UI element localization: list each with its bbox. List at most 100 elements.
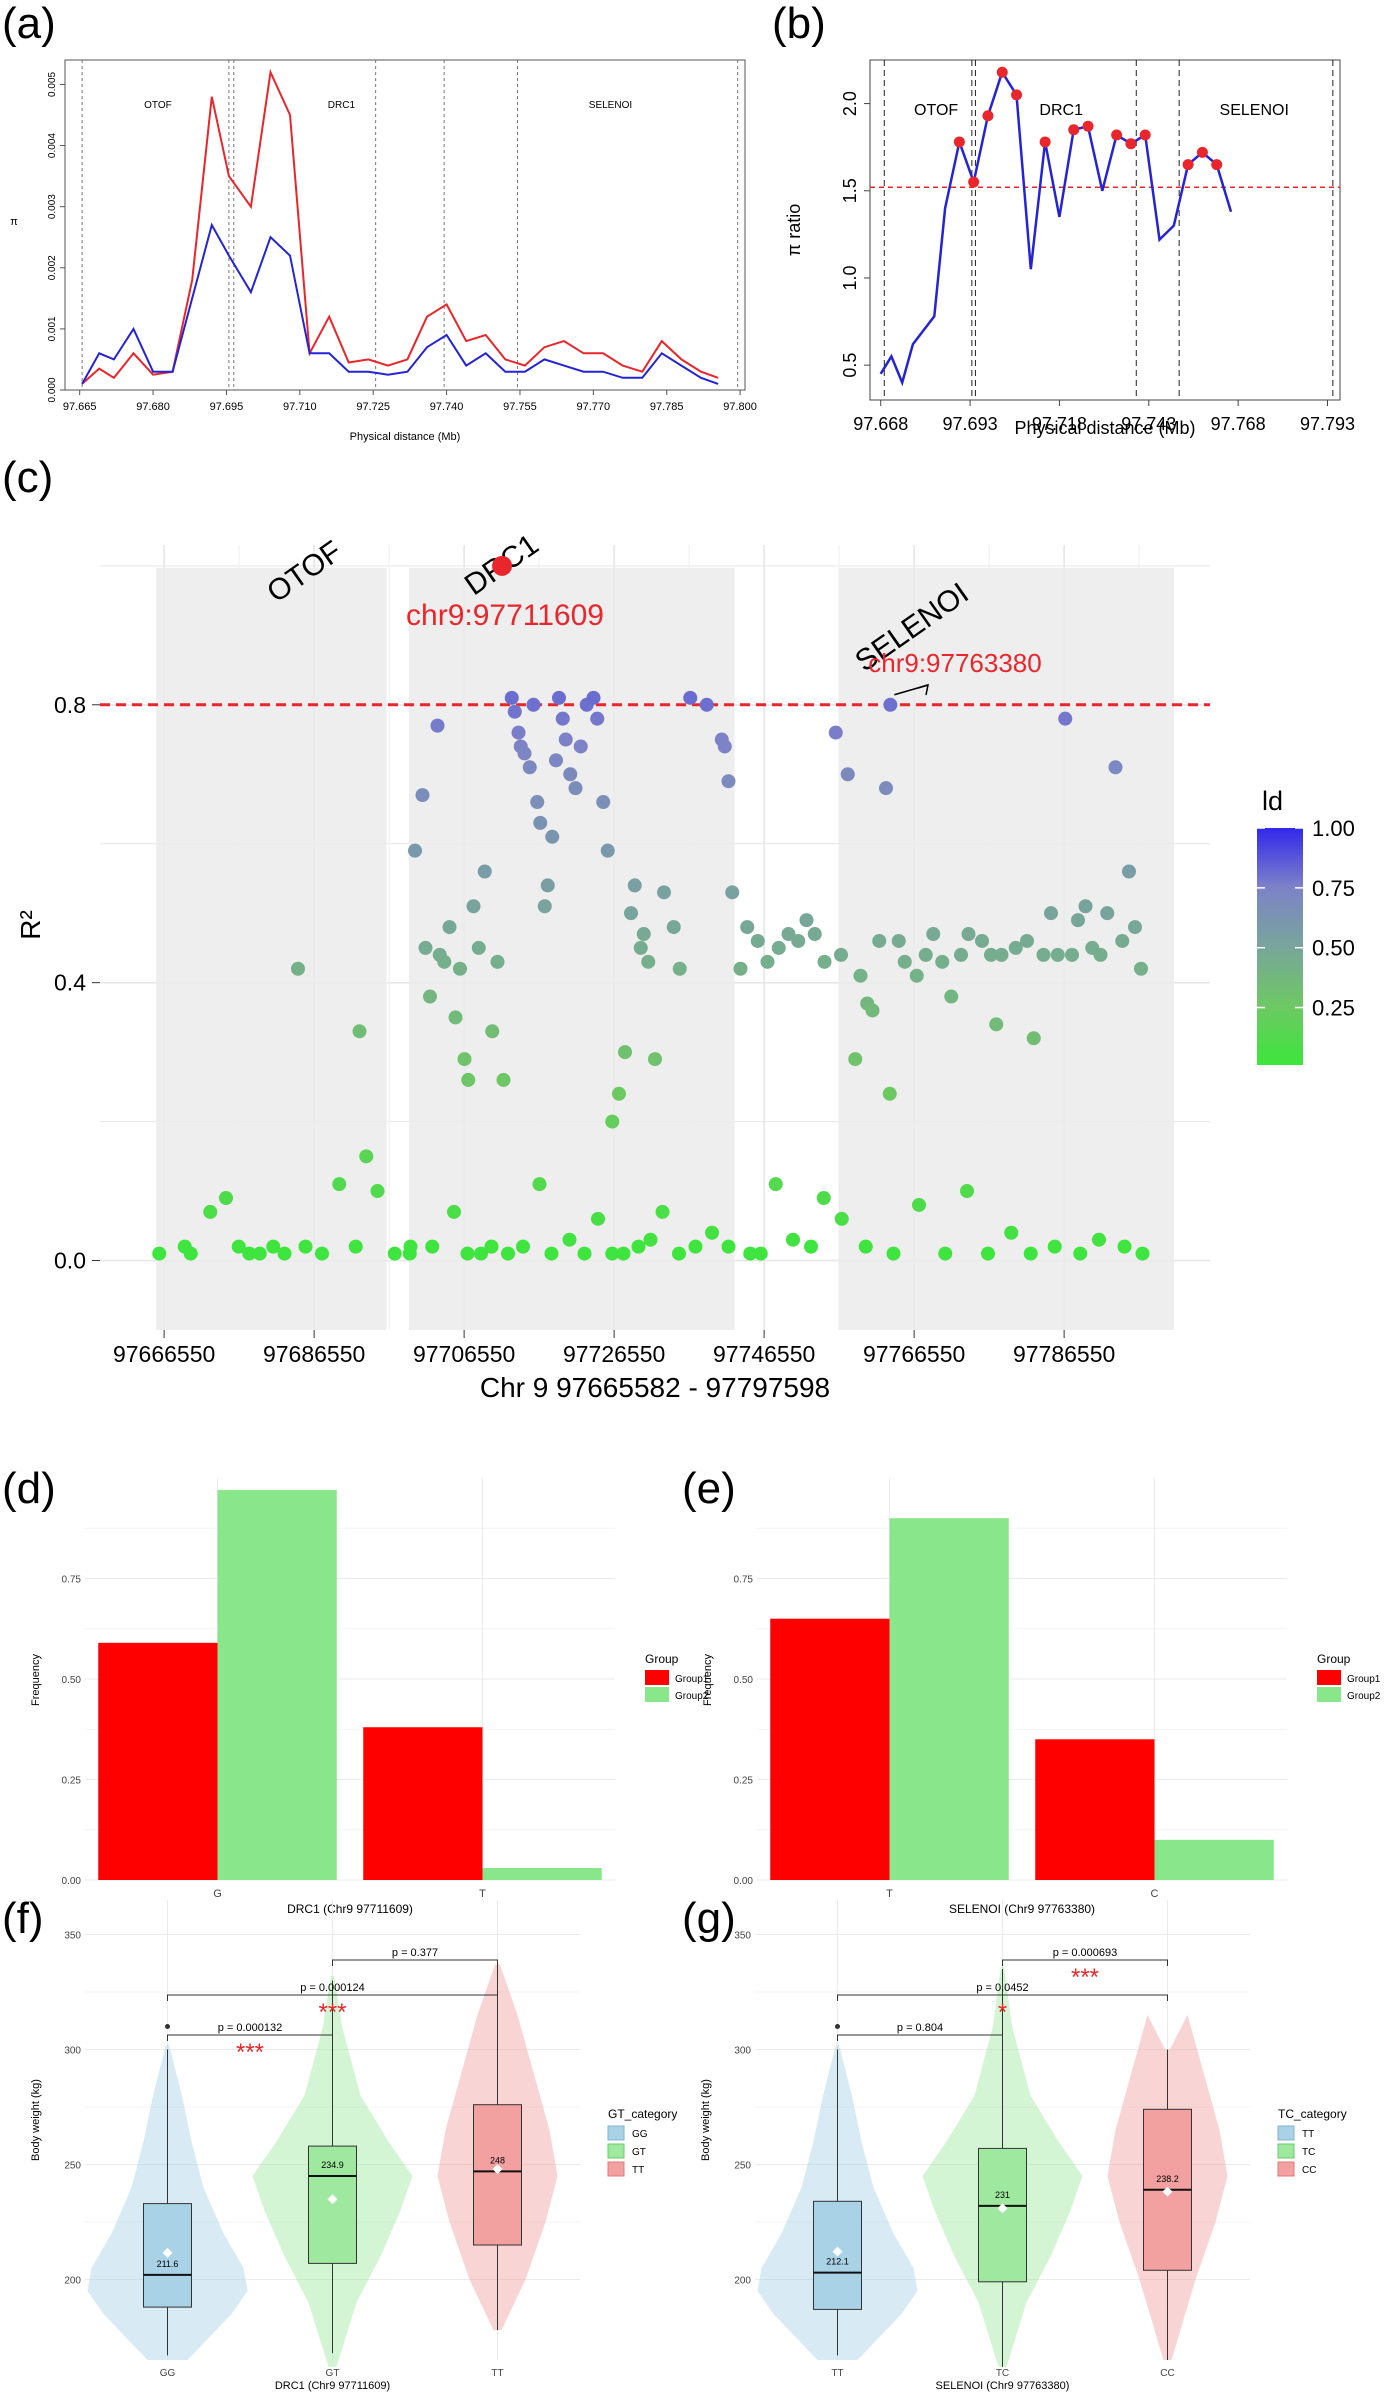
y-tick-label: 0.75: [734, 1575, 754, 1586]
snp-point: [897, 954, 912, 969]
legend-tick-label: 0.50: [1312, 936, 1355, 961]
bar-Group1: [363, 1727, 483, 1880]
snp-point: [771, 940, 786, 955]
snp-point: [605, 1114, 620, 1129]
bar-Group2: [889, 1518, 1009, 1880]
legend-swatch: [607, 2143, 625, 2159]
significance-stars: *: [998, 1999, 1007, 2026]
snp-point: [552, 690, 566, 705]
x-axis-label: DRC1 (Chr9 97711609): [275, 2380, 390, 2392]
above-threshold-point: [996, 66, 1008, 78]
x-tick-label: GT: [326, 2368, 340, 2379]
above-threshold-point: [968, 176, 980, 188]
snp-point: [544, 1246, 559, 1261]
snp-point: [688, 1239, 703, 1254]
box-GT: [308, 2145, 357, 2264]
mean-label: 238.2: [1156, 2174, 1179, 2184]
snp-point: [1122, 864, 1136, 879]
x-tick-label: G: [213, 1888, 222, 1900]
x-tick-label: 97.680: [136, 401, 170, 413]
snp-point: [442, 920, 457, 935]
x-tick-label: 97.695: [210, 401, 244, 413]
snp-point: [994, 947, 1009, 962]
snp-point: [981, 1246, 995, 1261]
legend-tick-label: 0.25: [1312, 996, 1355, 1021]
x-tick-label: T: [886, 1888, 893, 1900]
x-tick-label: 97.718: [1032, 414, 1087, 434]
snp-point: [586, 690, 601, 705]
snp-point: [402, 1246, 417, 1261]
snp-point: [183, 1246, 198, 1261]
series-line-red: [81, 68, 719, 385]
x-axis-label: SELENOI (Chr9 97763380): [936, 2380, 1070, 2392]
snp-point: [1093, 947, 1108, 962]
snp-point: [872, 933, 887, 948]
panel-f: 211.6 GG 234.9 GT 248 TT 200 250 300 350 DRC1 (Chr…: [30, 1900, 677, 2392]
snp-point: [705, 1225, 719, 1240]
comparison-bracket: [332, 1959, 498, 1966]
legend-swatch: [1277, 2161, 1295, 2177]
snp-point: [1135, 1246, 1150, 1261]
y-tick-label: 0.5: [840, 353, 860, 378]
snp-point: [568, 781, 583, 796]
lead-snp-point: [492, 555, 513, 576]
box-TC: [978, 2147, 1027, 2283]
x-tick-label: 97686550: [263, 1341, 365, 1367]
snp-point: [938, 1246, 953, 1261]
above-threshold-point: [1182, 159, 1194, 171]
p-value-label: p = 0.377: [392, 1947, 438, 1959]
y-tick-label: 0.00: [62, 1876, 82, 1887]
panel-e: T C 0.00 0.25 0.50 0.75 SELENOI (Chr9 97763380…: [702, 1478, 1381, 1916]
snp-point: [960, 1184, 974, 1199]
snp-point: [816, 1191, 831, 1206]
mean-marker: [327, 2194, 338, 2205]
x-tick-label: 97726550: [563, 1341, 665, 1367]
snp-point: [760, 954, 775, 969]
y-tick-label: 0.004: [47, 133, 58, 158]
snp-point: [562, 1232, 577, 1247]
mean-marker: [492, 2164, 503, 2175]
box-TT: [473, 2104, 522, 2246]
bar-Group2: [482, 1867, 602, 1880]
snp-point: [817, 954, 832, 969]
snp-point: [474, 1246, 488, 1261]
y-tick-label: 0.50: [62, 1675, 82, 1686]
snp-point: [545, 829, 560, 844]
snp-point: [743, 1246, 758, 1261]
legend-swatch: [1277, 2125, 1295, 2141]
legend-title: GT_category: [608, 2107, 677, 2121]
x-tick-label: 97.768: [1211, 414, 1266, 434]
y-tick-label: 0.25: [734, 1776, 754, 1787]
snp-point: [624, 906, 638, 921]
snp-point: [605, 1246, 620, 1261]
bar-Group1: [98, 1642, 218, 1880]
x-tick-label: 97.800: [723, 401, 757, 413]
y-tick-label: 350: [64, 1931, 81, 1942]
legend-title: TC_category: [1278, 2107, 1347, 2121]
snp-point: [1023, 1246, 1038, 1261]
x-tick-label: 97.665: [63, 401, 97, 413]
snp-point: [1108, 760, 1123, 775]
legend-label: TT: [632, 2165, 644, 2176]
snp-point: [954, 947, 968, 962]
snp-point: [1008, 940, 1023, 955]
y-tick-label: 300: [64, 2046, 81, 2057]
lead-snp-label: chr9:97711609: [406, 599, 604, 632]
snp-point: [430, 718, 445, 733]
legend-swatch: [1317, 1687, 1341, 1702]
snp-point: [657, 885, 671, 900]
snp-point: [453, 961, 467, 976]
legend-swatch: [607, 2161, 625, 2177]
snp-point: [496, 1072, 511, 1087]
snp-point: [591, 1211, 605, 1226]
snp-point: [1044, 906, 1058, 921]
y-axis-label: π: [10, 216, 18, 228]
snp-point: [298, 1239, 313, 1254]
snp-point: [522, 760, 537, 775]
snp-point: [909, 968, 924, 983]
snp-point: [423, 989, 437, 1004]
x-tick-label: 97.743: [1121, 414, 1176, 434]
comparison-bracket: [837, 1994, 1168, 2001]
snp-point: [768, 1177, 783, 1192]
